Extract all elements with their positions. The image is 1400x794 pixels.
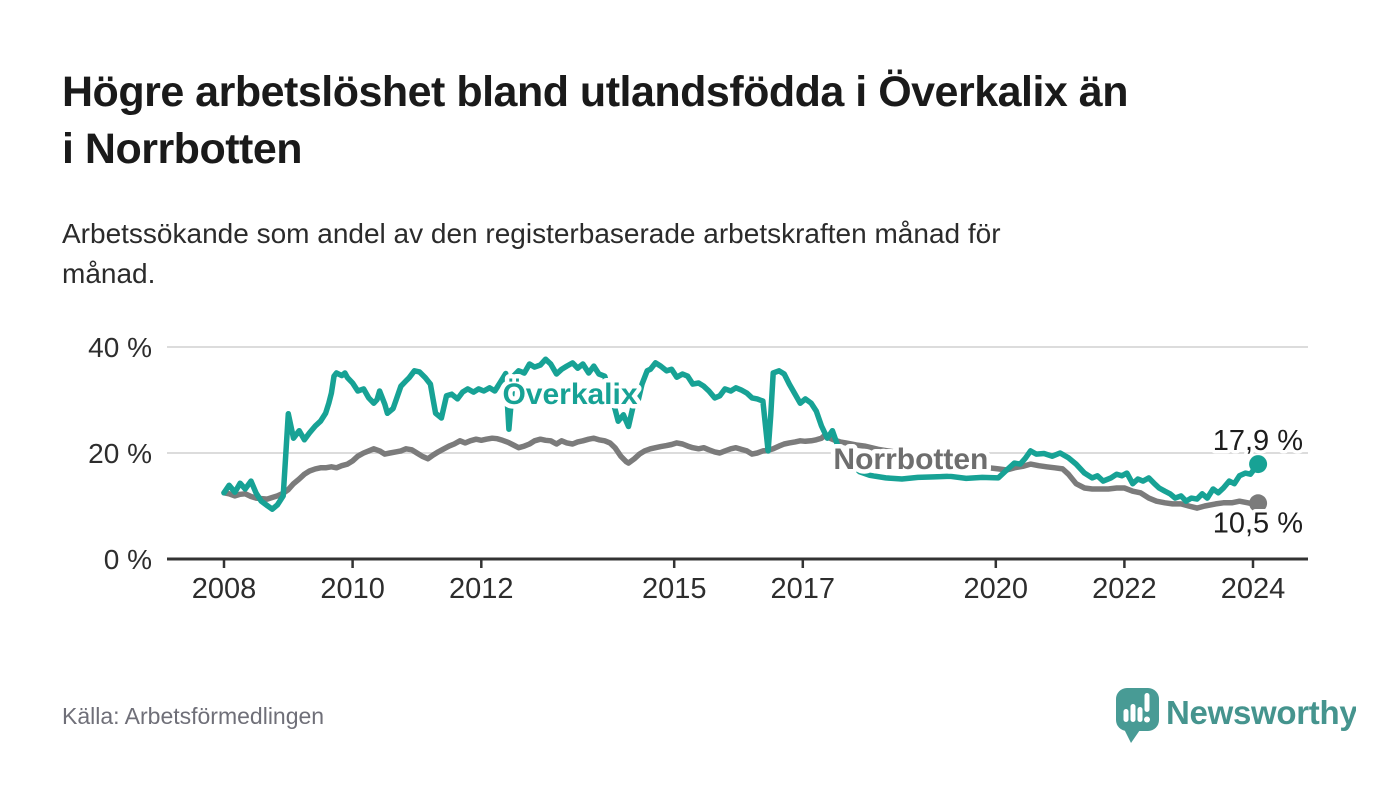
y-tick-label: 0 %: [104, 544, 152, 575]
x-tick-label: 2022: [1092, 573, 1157, 605]
y-tick-label: 40 %: [88, 332, 152, 363]
x-tick-label: 2015: [642, 573, 707, 605]
x-tick-label: 2020: [964, 573, 1029, 605]
x-tick-label: 2012: [449, 573, 514, 605]
chart-subtitle-line2: månad.: [62, 258, 156, 289]
source-note: Källa: Arbetsförmedlingen: [62, 703, 325, 729]
end-value-label-Norrbotten: 10,5 %: [1213, 507, 1303, 539]
series-label-Norrbotten: Norrbotten: [833, 443, 988, 476]
series-label-Överkalix: Överkalix: [502, 378, 637, 411]
x-tick-label: 2024: [1221, 573, 1286, 605]
newsworthy-logo: Newsworthy: [1106, 682, 1359, 746]
newsworthy-wordmark: Newsworthy: [1166, 694, 1356, 731]
x-tick-label: 2010: [320, 573, 385, 605]
chart-title-line1: Högre arbetslöshet bland utlandsfödda i …: [62, 68, 1128, 116]
series-line-Norrbotten: [221, 433, 1261, 511]
chart-title: Högre arbetslöshet bland utlandsfödda i …: [62, 64, 1382, 178]
series-line-Överkalix: [221, 356, 1261, 512]
end-dot-Överkalix: [1249, 455, 1268, 474]
end-value-label-Överkalix: 17,9 %: [1213, 425, 1303, 457]
speech-bubble-bar-chart-icon: [1116, 688, 1159, 743]
x-tick-label: 2008: [192, 573, 257, 605]
chart-title-line2: i Norrbotten: [62, 125, 303, 173]
x-tick-label: 2017: [771, 573, 836, 605]
end-dot-Norrbotten: [1249, 494, 1268, 513]
chart-subtitle: Arbetssökande som andel av den registerb…: [62, 214, 1302, 294]
y-tick-label: 20 %: [88, 438, 152, 469]
line-chart: 2008 2010 2012 2015 2017 2020 2022 2024 0 % 20 % 4…: [88, 332, 1308, 605]
newsworthy-logo-icon: Newsworthy: [1116, 688, 1359, 743]
chart-subtitle-line1: Arbetssökande som andel av den registerb…: [62, 218, 1001, 249]
